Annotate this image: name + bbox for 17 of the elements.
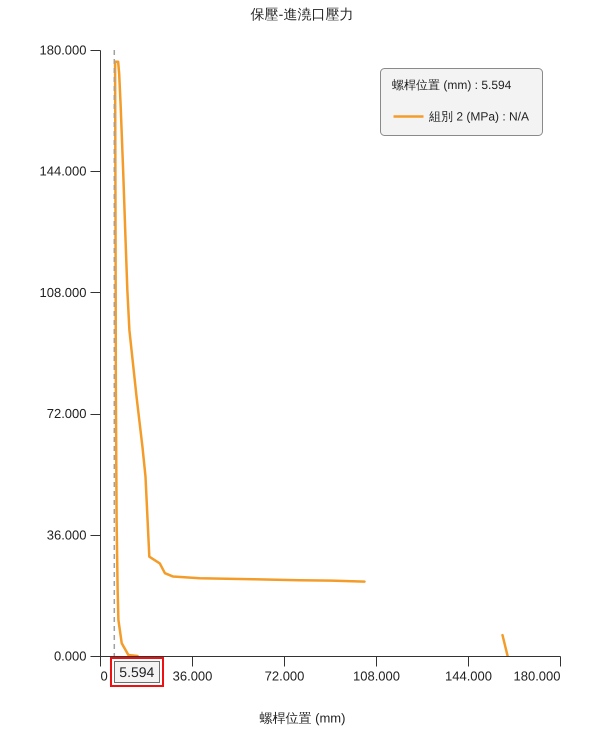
chart-title: 保壓-進澆口壓力 bbox=[250, 6, 354, 22]
y-tick-label: 0.000 bbox=[54, 648, 86, 664]
y-tick-label: 108.000 bbox=[40, 284, 86, 300]
x-tick-label: 36.000 bbox=[172, 668, 212, 684]
x-tick-label: 144.000 bbox=[445, 668, 492, 684]
x-tick-label: 72.000 bbox=[264, 668, 304, 684]
y-tick-label: 180.000 bbox=[40, 42, 86, 58]
legend-title: 螺桿位置 (mm) : 5.594 bbox=[392, 78, 512, 92]
x-tick-label: 108.000 bbox=[353, 668, 400, 684]
ref-line-label: 5.594 bbox=[119, 664, 155, 680]
legend-label: 組別 2 (MPa) : N/A bbox=[428, 110, 530, 124]
x-tick-label: 0 bbox=[100, 668, 108, 684]
x-axis-title: 螺桿位置 (mm) bbox=[260, 710, 346, 726]
y-tick-label: 36.000 bbox=[46, 527, 86, 542]
x-tick-label: 180.000 bbox=[514, 668, 560, 684]
y-tick-label: 144.000 bbox=[40, 164, 86, 179]
y-tick-label: 72.000 bbox=[46, 406, 86, 422]
